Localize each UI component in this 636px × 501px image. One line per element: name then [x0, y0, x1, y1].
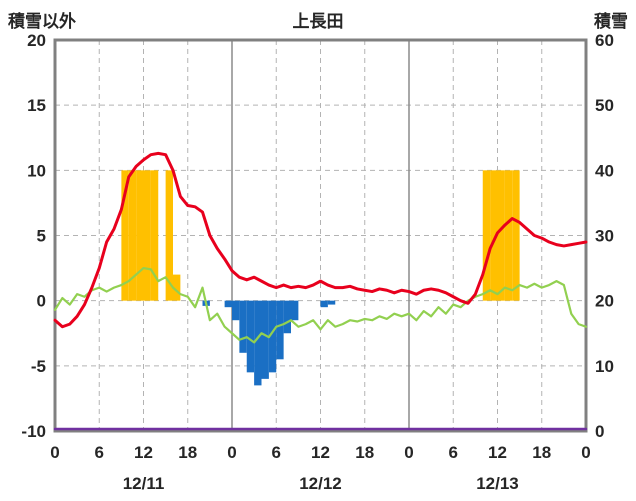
x-axis-tick-label: 18	[355, 443, 374, 462]
x-axis-tick-label: 12	[134, 443, 153, 462]
right-axis-tick-label: 40	[595, 161, 614, 180]
blue-bars-bar	[291, 300, 299, 321]
left-axis-tick-label: 0	[37, 292, 46, 311]
right-axis-tick-label: 0	[595, 422, 604, 441]
x-axis-tick-label: 18	[178, 443, 197, 462]
x-axis-tick-label: 0	[581, 443, 590, 462]
orange-bars-bar	[512, 170, 520, 301]
left-axis-tick-label: 15	[27, 96, 46, 115]
x-axis-tick-label: 0	[404, 443, 413, 462]
date-label: 12/12	[299, 474, 342, 493]
blue-bars-bar	[268, 300, 277, 373]
orange-bars-bar	[173, 274, 181, 301]
plot-border	[53, 38, 588, 433]
x-axis-tick-label: 6	[95, 443, 104, 462]
right-axis-tick-label: 10	[595, 357, 614, 376]
x-axis-tick-label: 0	[227, 443, 236, 462]
orange-bars-bar	[165, 170, 173, 301]
blue-bars-bar	[320, 300, 328, 308]
orange-bars-bar	[150, 170, 159, 301]
orange-bars-bar	[482, 170, 491, 301]
blue-bars-bar	[239, 300, 247, 353]
right-axis-tick-label: 60	[595, 31, 614, 50]
orange-bars-bar	[497, 170, 505, 301]
right-axis-tick-label: 50	[595, 96, 614, 115]
left-axis-tick-label: -10	[21, 422, 46, 441]
x-axis-tick-label: 6	[272, 443, 281, 462]
green-line	[53, 266, 588, 344]
orange-bars-bar	[504, 170, 513, 301]
blue-bars-bar	[283, 300, 291, 334]
blue-bars-bar	[254, 300, 262, 386]
orange-bars-bar	[143, 170, 151, 301]
blue-bars-bar	[276, 300, 284, 360]
orange-bars-bar	[136, 170, 144, 301]
blue-bars-bar	[246, 300, 255, 373]
date-label: 12/11	[123, 474, 165, 493]
x-axis-tick-label: 0	[50, 443, 59, 462]
right-axis-title: 積雪	[594, 12, 628, 31]
date-label: 12/13	[476, 474, 519, 493]
orange-bars-bar	[490, 170, 498, 301]
x-axis-tick-label: 12	[311, 443, 330, 462]
right-axis-tick-label: 20	[595, 292, 614, 311]
blue-bars-bar	[224, 300, 232, 308]
x-axis-tick-label: 6	[449, 443, 458, 462]
right-axis-tick-label: 30	[595, 227, 614, 246]
blue-bars-bar	[327, 300, 336, 305]
red-line	[53, 151, 588, 329]
x-axis-tick-label: 12	[488, 443, 507, 462]
left-axis-title: 積雪以外	[8, 12, 76, 31]
x-axis-tick-label: 18	[532, 443, 551, 462]
left-axis-tick-label: 5	[37, 227, 46, 246]
blue-bars-bar	[261, 300, 269, 379]
chart-title: 上長田	[292, 12, 344, 31]
blue-bars-bar	[232, 300, 240, 321]
left-axis-tick-label: 20	[27, 31, 46, 50]
orange-bars-bar	[121, 170, 129, 301]
orange-bars-bar	[128, 170, 137, 301]
left-axis-tick-label: 10	[27, 161, 46, 180]
left-axis-tick-label: -5	[31, 357, 46, 376]
